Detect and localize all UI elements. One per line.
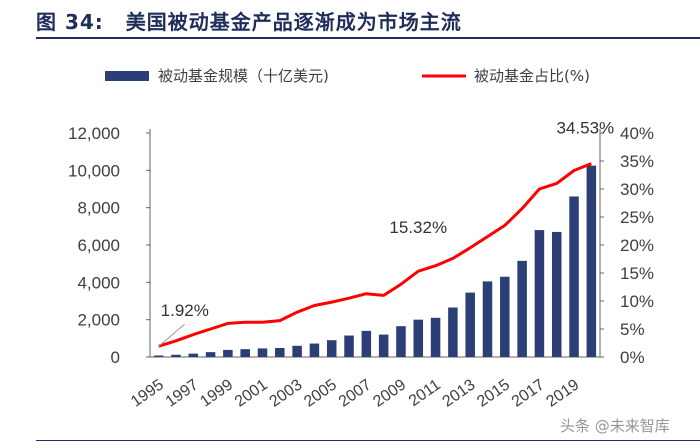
y-left-tick-label: 12,000	[68, 124, 120, 143]
watermark: 头条 @未来智库	[560, 417, 670, 435]
y-right-tick-label: 30%	[620, 180, 654, 199]
x-tick-label: 2003	[267, 376, 306, 410]
bottom-divider	[36, 440, 700, 441]
bar-1997	[188, 353, 199, 357]
x-tick-label: 2005	[301, 376, 340, 410]
bar-2011	[430, 317, 441, 357]
bar-2016	[517, 260, 527, 357]
x-tick-label: 2017	[509, 376, 548, 410]
title-divider	[36, 37, 700, 39]
x-tick-label: 2013	[440, 376, 479, 410]
share-line	[158, 162, 592, 348]
x-tick-label: 1999	[197, 376, 236, 410]
x-tick-label: 2011	[406, 376, 444, 410]
x-tick-label: 2007	[336, 376, 375, 410]
x-tick-label: 1995	[128, 376, 167, 410]
y-right-tick-label: 20%	[620, 236, 654, 255]
figure-title-text: 美国被动基金产品逐渐成为市场主流	[125, 10, 462, 34]
y-right-tick-label: 35%	[620, 152, 654, 171]
figure-title: 图 34: 美国被动基金产品逐渐成为市场主流	[36, 6, 462, 35]
x-tick-label: 2015	[474, 376, 513, 410]
bar-2020	[586, 165, 597, 357]
y-left-tick-label: 0	[111, 348, 120, 367]
y-left-tick-label: 4,000	[77, 273, 120, 292]
legend-bar-label: 被动基金规模（十亿美元)	[158, 67, 329, 85]
y-right-tick-label: 25%	[620, 208, 654, 227]
figure-label: 图 34:	[36, 10, 104, 34]
bar-2001	[257, 348, 268, 357]
y-right-tick-label: 40%	[620, 124, 654, 143]
y-right-tick-label: 15%	[620, 264, 654, 283]
annotation-leader-line	[158, 323, 185, 347]
y-right-tick-label: 10%	[620, 292, 654, 311]
bar-2009	[396, 326, 406, 357]
bar-2008	[378, 334, 389, 357]
bar-1999	[223, 349, 233, 357]
bar-2017	[534, 230, 545, 357]
bar-2018	[551, 231, 562, 357]
y-left-tick-label: 10,000	[68, 161, 120, 180]
legend-bar-swatch	[105, 71, 149, 81]
bar-1996	[171, 354, 181, 357]
annotation-label: 15.32%	[389, 218, 447, 237]
bar-2014	[482, 281, 493, 357]
x-tick-label: 2001	[232, 376, 271, 410]
bar-2007	[361, 330, 372, 357]
bar-2010	[413, 319, 424, 357]
bar-2006	[344, 335, 354, 357]
y-left-tick-label: 2,000	[77, 311, 120, 330]
x-tick-label: 2019	[543, 376, 582, 410]
bar-1995	[153, 355, 164, 357]
bar-2005	[326, 340, 337, 357]
x-tick-label: 2009	[370, 376, 409, 410]
y-left-tick-label: 6,000	[77, 236, 120, 255]
bar-2013	[465, 292, 475, 357]
y-right-tick-label: 0%	[620, 348, 645, 367]
bar-2000	[240, 349, 250, 357]
x-tick-label: 1997	[163, 376, 202, 410]
chart: 被动基金规模（十亿美元) 被动基金占比(%) 0 2,000 4,000 6,000 8,0…	[68, 67, 654, 411]
annotation-label: 34.53%	[557, 119, 615, 138]
legend-line-label: 被动基金占比(%)	[474, 67, 590, 85]
bar-2019	[569, 196, 579, 357]
y-right-tick-label: 5%	[620, 320, 645, 339]
annotation-label: 1.92%	[161, 301, 209, 320]
bar-2012	[448, 307, 458, 357]
bar-1998	[205, 352, 216, 357]
bar-2015	[500, 276, 510, 357]
bar-2003	[292, 345, 302, 357]
y-left-tick-label: 8,000	[77, 199, 120, 218]
bar-2004	[309, 343, 320, 357]
bar-2002	[275, 348, 285, 357]
